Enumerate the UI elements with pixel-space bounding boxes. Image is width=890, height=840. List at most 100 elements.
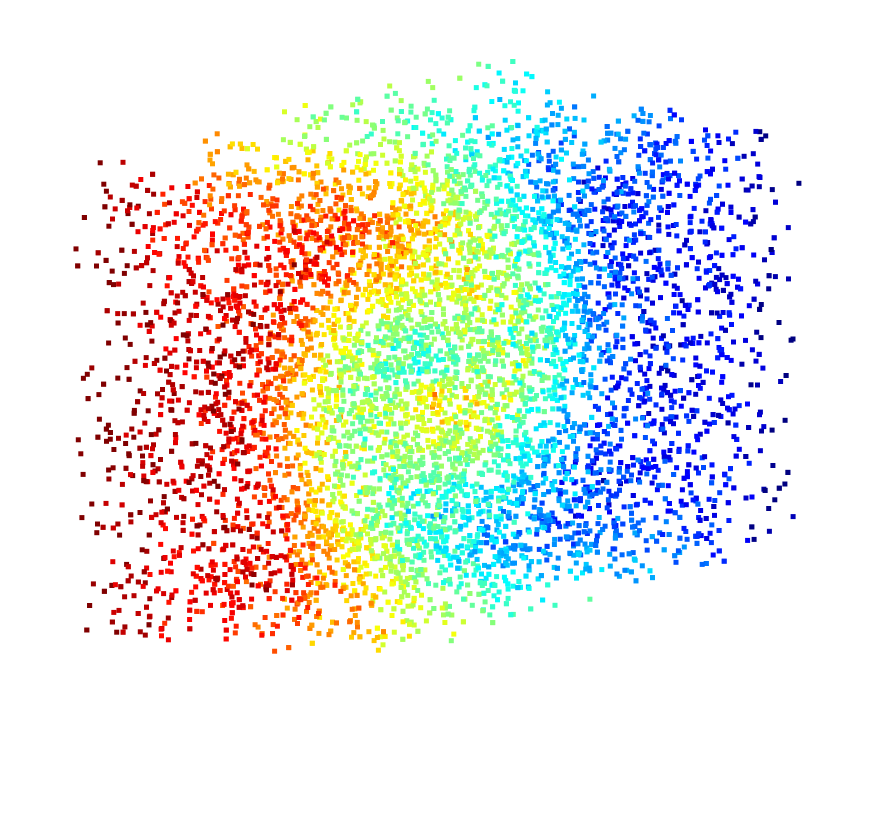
- point: [383, 303, 389, 309]
- point: [596, 315, 602, 321]
- point: [471, 452, 477, 457]
- point: [461, 596, 467, 602]
- point: [590, 242, 596, 248]
- point: [267, 331, 273, 337]
- point: [467, 436, 473, 442]
- point: [425, 513, 431, 519]
- point: [204, 294, 210, 300]
- point: [588, 202, 594, 208]
- point: [494, 200, 500, 206]
- point: [448, 638, 454, 644]
- point: [212, 562, 218, 568]
- point: [493, 196, 499, 202]
- point: [323, 136, 329, 142]
- point: [354, 493, 360, 498]
- point: [206, 183, 212, 188]
- point: [120, 159, 126, 165]
- point: [332, 463, 338, 469]
- point: [430, 411, 436, 416]
- point: [350, 391, 356, 397]
- point: [180, 332, 186, 338]
- point: [147, 283, 153, 289]
- point: [394, 286, 400, 291]
- point: [466, 166, 472, 172]
- point: [649, 480, 655, 486]
- point: [382, 256, 388, 262]
- point: [142, 362, 148, 368]
- point: [466, 242, 472, 248]
- point: [500, 347, 505, 353]
- point: [225, 443, 231, 449]
- point: [265, 541, 271, 546]
- point: [97, 160, 103, 166]
- point: [297, 279, 303, 285]
- point: [388, 501, 394, 507]
- point: [487, 247, 493, 253]
- point: [750, 207, 756, 213]
- point: [277, 384, 283, 390]
- point: [173, 211, 179, 217]
- point: [380, 302, 386, 307]
- point: [280, 394, 285, 400]
- point: [567, 126, 572, 132]
- point: [259, 436, 265, 442]
- point: [193, 365, 199, 371]
- point: [671, 283, 677, 289]
- point: [536, 270, 542, 276]
- point: [296, 196, 302, 202]
- point: [729, 322, 734, 327]
- point: [463, 572, 469, 578]
- point: [708, 148, 714, 154]
- point: [505, 380, 511, 386]
- point: [261, 235, 267, 241]
- point: [562, 220, 568, 226]
- point: [364, 418, 370, 424]
- point: [494, 302, 500, 308]
- point: [246, 548, 252, 554]
- point: [300, 270, 306, 276]
- point: [366, 629, 372, 635]
- point: [323, 185, 329, 191]
- point: [202, 138, 208, 144]
- point: [580, 148, 586, 154]
- point: [762, 257, 767, 263]
- point: [224, 277, 230, 283]
- point: [103, 188, 109, 194]
- point: [210, 449, 216, 455]
- point: [716, 140, 722, 145]
- point: [662, 382, 668, 388]
- point: [294, 394, 300, 400]
- point: [644, 287, 650, 293]
- point: [207, 157, 213, 163]
- point: [434, 221, 440, 227]
- point: [467, 291, 472, 296]
- point: [763, 133, 769, 139]
- point: [495, 184, 501, 190]
- point: [605, 395, 611, 401]
- point: [516, 297, 521, 303]
- point: [476, 128, 482, 134]
- point: [601, 199, 607, 205]
- point: [530, 217, 536, 223]
- point: [314, 163, 320, 169]
- point: [224, 378, 229, 383]
- point: [523, 461, 529, 467]
- point: [294, 314, 300, 319]
- point: [445, 153, 451, 159]
- point: [235, 304, 240, 310]
- point: [465, 454, 471, 460]
- point: [292, 606, 298, 612]
- point: [600, 209, 606, 215]
- point: [518, 460, 524, 466]
- point: [452, 232, 458, 238]
- point: [179, 384, 185, 390]
- point: [339, 163, 345, 168]
- point: [227, 225, 233, 231]
- point: [528, 300, 534, 306]
- point: [519, 500, 525, 506]
- point: [651, 456, 657, 462]
- point: [562, 320, 568, 326]
- point: [635, 164, 641, 170]
- point: [321, 248, 327, 254]
- point: [445, 611, 451, 617]
